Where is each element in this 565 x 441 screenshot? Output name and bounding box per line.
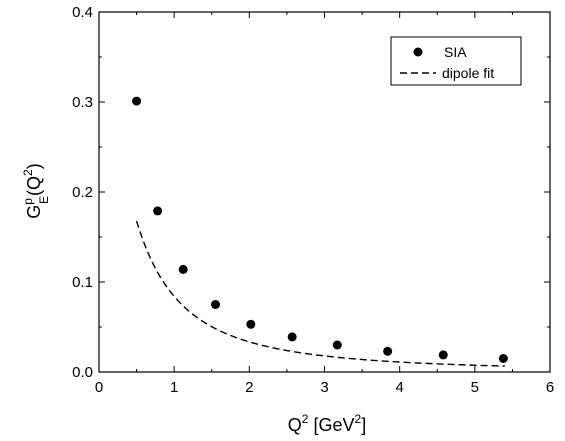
x-tick-label: 5	[471, 379, 479, 396]
sia-data-point	[383, 346, 393, 356]
x-tick-label: 3	[320, 379, 328, 396]
sia-data-point	[211, 300, 221, 309]
legend-label-sia: SIA	[444, 44, 467, 60]
y-tick-label: 0.1	[72, 274, 93, 291]
sia-data-point	[498, 354, 508, 363]
y-tick-label: 0.0	[72, 364, 93, 381]
fit-layer	[135, 220, 505, 367]
legend-marker-sia	[413, 47, 423, 57]
legend-box	[390, 36, 522, 86]
sia-data-point	[246, 319, 256, 329]
sia-data-point	[132, 96, 142, 106]
x-tick-label: 0	[95, 379, 103, 396]
sia-data-point	[332, 340, 342, 350]
x-tick-label: 6	[546, 379, 554, 396]
legend-label-dipole-fit: dipole fit	[442, 65, 494, 81]
x-tick-label: 4	[395, 379, 403, 396]
sia-data-point	[438, 350, 448, 360]
x-tick-label: 1	[170, 379, 178, 396]
sia-data-point	[287, 332, 297, 342]
sia-data-point	[178, 264, 188, 274]
y-tick-label: 0.4	[72, 4, 93, 21]
points-layer	[132, 96, 508, 363]
x-tick-label: 2	[245, 379, 253, 396]
legend: SIA dipole fit	[390, 36, 522, 86]
y-tick-label: 0.3	[72, 94, 93, 111]
y-axis-title: Gp E(Q2)	[21, 163, 51, 218]
ticks	[98, 11, 551, 373]
x-axis-title: Q2 [GeV2]	[288, 412, 366, 435]
dipole-fit-line	[135, 220, 505, 367]
sia-data-point	[153, 206, 163, 216]
tick-labels: 0 1 2 3 4 5 6 0.0 0.1 0.2 0.3 0.4	[72, 4, 554, 396]
y-tick-label: 0.2	[72, 184, 93, 201]
